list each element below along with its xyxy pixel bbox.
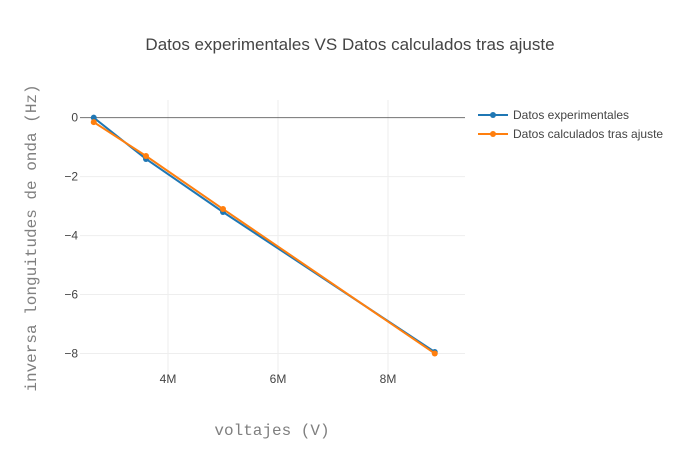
data-point[interactable]	[220, 206, 226, 213]
y-tick-label: −8	[64, 346, 78, 360]
grid-layer	[80, 100, 465, 380]
series-layer	[90, 114, 438, 357]
data-point[interactable]	[90, 119, 97, 126]
x-axis-title: voltajes (V)	[214, 422, 329, 440]
chart-title: Datos experimentales VS Datos calculados…	[145, 35, 554, 54]
legend-swatch-marker	[490, 131, 496, 137]
y-tick-label: −2	[64, 170, 78, 184]
y-axis-title: inversa longuitudes de onda (Hz)	[23, 84, 41, 391]
data-point[interactable]	[143, 153, 149, 159]
legend-label: Datos experimentales	[513, 108, 629, 122]
y-tick-label: −4	[64, 229, 78, 243]
y-tick-label: −6	[64, 288, 78, 302]
legend-label: Datos calculados tras ajuste	[513, 127, 663, 141]
series-2[interactable]	[90, 119, 438, 357]
x-tick-label: 4M	[160, 372, 177, 386]
data-point[interactable]	[90, 114, 97, 121]
data-point[interactable]	[431, 350, 438, 357]
legend-item[interactable]: Datos experimentales	[478, 108, 629, 122]
x-tick-label: 8M	[380, 372, 397, 386]
y-tick-label: 0	[71, 111, 78, 125]
tick-label-layer: 4M 6M 8M 0 −2 −4 −6 −8	[64, 111, 396, 386]
legend-item[interactable]: Datos calculados tras ajuste	[478, 127, 663, 141]
series-line[interactable]	[93, 121, 436, 355]
x-tick-label: 6M	[270, 372, 287, 386]
legend-swatch-marker	[490, 112, 496, 118]
plot-background	[80, 100, 465, 380]
legend[interactable]: Datos experimentales Datos calculados tra…	[478, 108, 663, 141]
